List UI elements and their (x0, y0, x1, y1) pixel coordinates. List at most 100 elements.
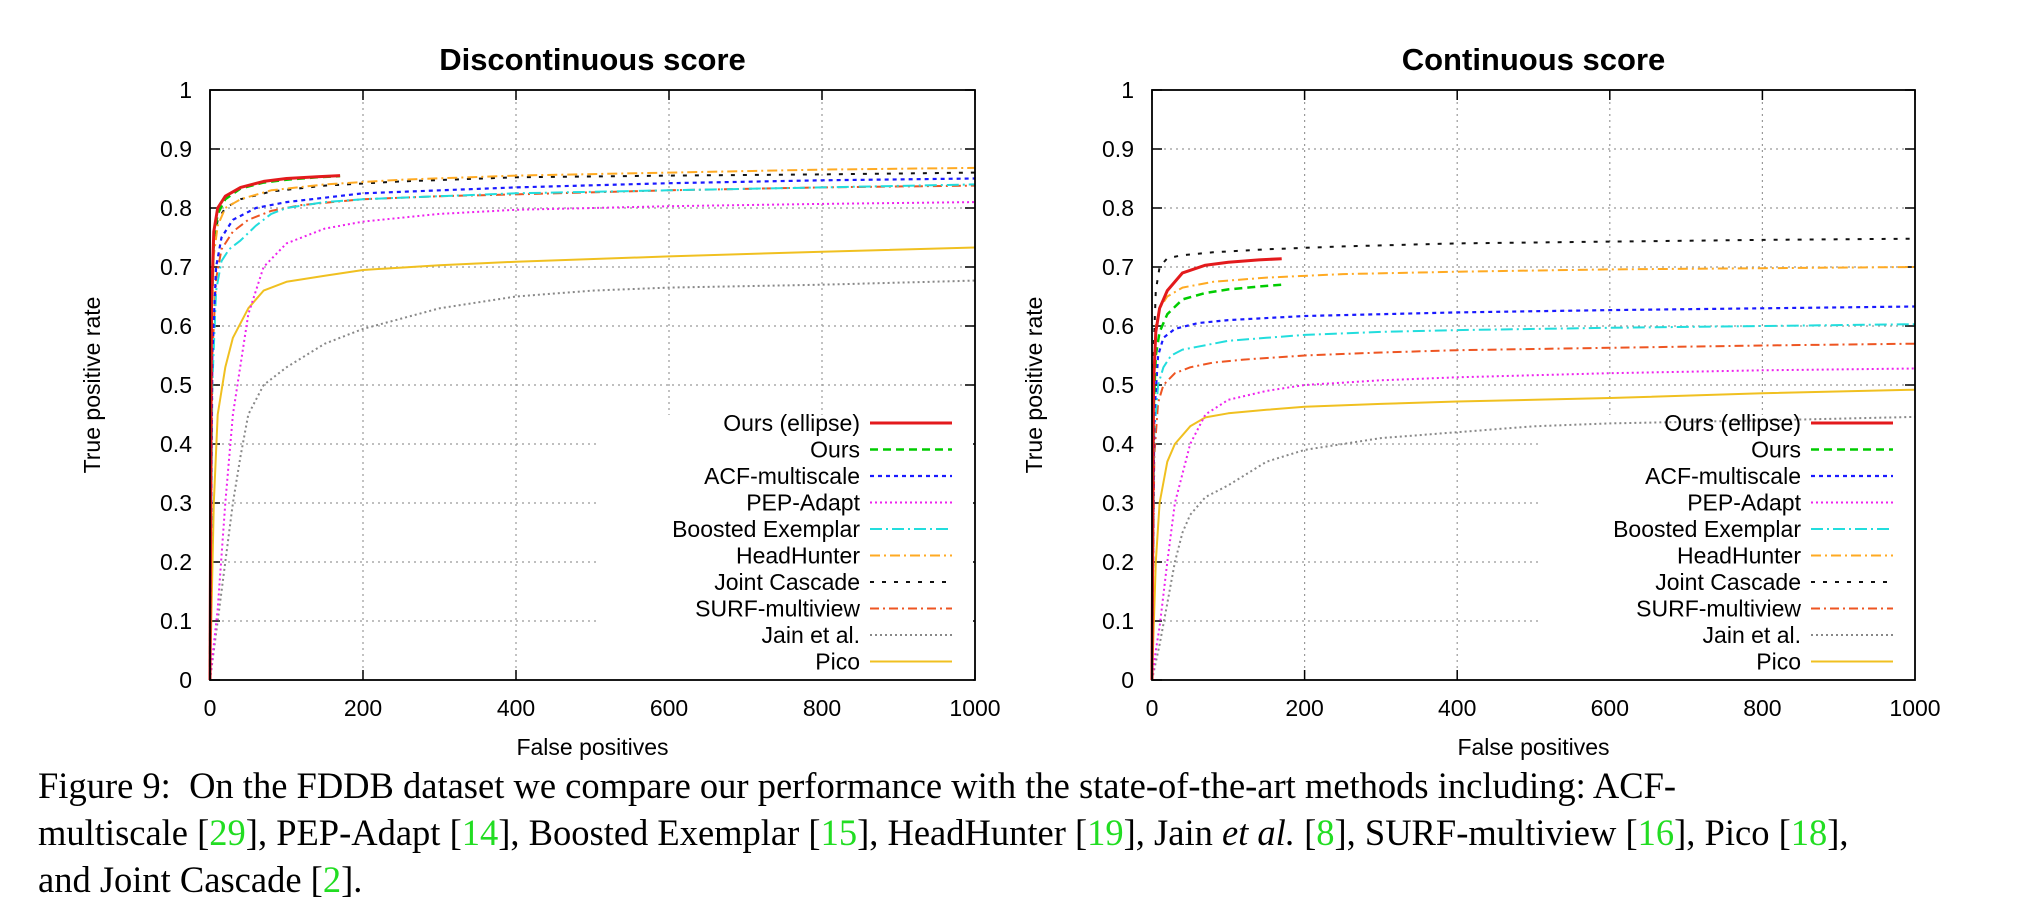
x-tick-label: 0 (204, 695, 217, 721)
y-tick-label: 0.4 (1102, 431, 1134, 457)
y-tick-label: 0.5 (160, 372, 192, 398)
y-tick-label: 0.3 (160, 490, 192, 516)
caption-emphasis: et al. (1221, 812, 1295, 853)
legend-label: PEP-Adapt (746, 490, 860, 516)
series-line (208, 174, 341, 681)
series-line (209, 183, 976, 681)
x-tick-label: 800 (1743, 695, 1781, 721)
legend-label: Joint Cascade (714, 569, 860, 595)
series-line (1151, 367, 1916, 681)
citation-link[interactable]: 16 (1637, 812, 1675, 853)
legend-label: Joint Cascade (1655, 569, 1801, 595)
citation-link[interactable]: 14 (461, 812, 499, 853)
legend-label: Jain et al. (1703, 622, 1801, 648)
series-line (1151, 342, 1916, 681)
legend-label: Ours (810, 437, 860, 463)
series-line (1151, 237, 1916, 681)
legend-label: Pico (815, 649, 860, 675)
chart-panel: 0 200 400 600 800 1000 0 0.1 0.2 0.3 0.4 0.5 0.6 0.7 0… (1021, 42, 2034, 760)
y-tick-label: 1 (179, 77, 192, 103)
legend-label: Boosted Exemplar (672, 516, 860, 542)
legend-label: SURF-multiview (695, 596, 860, 622)
plot-frame (209, 89, 976, 681)
y-tick-label: 0.7 (160, 254, 192, 280)
caption-text: ], PEP-Adapt [ (245, 812, 462, 853)
y-axis-label: True positive rate (1021, 297, 1047, 474)
caption-text: ], HeadHunter [ (857, 812, 1088, 853)
x-tick-label: 400 (1438, 695, 1476, 721)
x-tick-label: 600 (650, 695, 688, 721)
x-tick-label: 1000 (1889, 695, 1940, 721)
y-tick-label: 0.1 (1102, 608, 1134, 634)
y-tick-label: 1 (1121, 77, 1134, 103)
legend-label: Ours (ellipse) (723, 410, 860, 436)
legend-background (600, 415, 973, 688)
plot-frame (1151, 89, 1916, 681)
y-tick-label: 0.4 (160, 431, 192, 457)
legend-label: HeadHunter (1677, 543, 1801, 569)
caption-text: ], Boosted Exemplar [ (498, 812, 821, 853)
legend-label: Boosted Exemplar (1613, 516, 1801, 542)
caption-text: ], Pico [ (1674, 812, 1791, 853)
citation-link[interactable]: 19 (1087, 812, 1124, 853)
caption-text: ], SURF-multiview [ (1334, 812, 1638, 853)
citation-link[interactable]: 8 (1316, 812, 1335, 853)
chart-title: Continuous score (1402, 42, 1666, 77)
figure-caption: Figure 9: On the FDDB dataset we compare… (38, 762, 2018, 903)
citation-link[interactable]: 2 (322, 859, 342, 900)
x-axis-label: False positives (1457, 734, 1609, 760)
x-tick-label: 200 (1285, 695, 1323, 721)
legend-label: SURF-multiview (1636, 596, 1801, 622)
series-line (1150, 283, 1282, 681)
series-line (209, 246, 976, 681)
legend-label: ACF-multiscale (704, 463, 860, 489)
series-line (208, 177, 976, 681)
citation-link[interactable]: 18 (1790, 812, 1828, 853)
caption-text: ]. (341, 859, 363, 900)
series-line (209, 201, 976, 681)
y-tick-label: 0.8 (160, 195, 192, 221)
y-tick-label: 0.2 (160, 549, 192, 575)
x-tick-label: 400 (497, 695, 535, 721)
legend-label: Ours (1751, 437, 1801, 463)
figure-svg: 0 200 400 600 800 1000 0 0.1 0.2 0.3 0.4 0.5 0.6 0.7 0… (79, 42, 2034, 760)
y-tick-label: 0 (179, 667, 192, 693)
series-line (1151, 388, 1916, 681)
legend-label: PEP-Adapt (1687, 490, 1801, 516)
y-tick-label: 0.9 (160, 136, 192, 162)
legend-label: Ours (ellipse) (1664, 410, 1801, 436)
caption-text: ], (1827, 812, 1849, 853)
x-tick-label: 200 (344, 695, 382, 721)
chart-title: Discontinuous score (439, 42, 746, 77)
y-tick-label: 0.6 (1102, 313, 1134, 339)
series-line (1151, 415, 1916, 681)
x-tick-label: 600 (1591, 695, 1629, 721)
x-tick-label: 0 (1146, 695, 1159, 721)
series-line (1150, 257, 1282, 681)
y-tick-label: 0.9 (1102, 136, 1134, 162)
y-tick-label: 0.2 (1102, 549, 1134, 575)
citation-link[interactable]: 29 (209, 812, 246, 853)
legend-label: ACF-multiscale (1645, 463, 1801, 489)
caption-text: ], Jain (1123, 812, 1222, 853)
caption-text: and Joint Cascade [ (38, 859, 323, 900)
caption-label: Figure 9: (38, 765, 171, 806)
y-tick-label: 0.6 (160, 313, 192, 339)
legend-label: Jain et al. (762, 622, 860, 648)
legend-label: Pico (1756, 649, 1801, 675)
y-tick-label: 0.5 (1102, 372, 1134, 398)
caption-text: multiscale [ (38, 812, 210, 853)
x-axis-label: False positives (516, 734, 668, 760)
y-tick-label: 0.8 (1102, 195, 1134, 221)
y-tick-label: 0.7 (1102, 254, 1134, 280)
citation-link[interactable]: 15 (820, 812, 858, 853)
series-line (208, 174, 341, 681)
y-tick-label: 0 (1121, 667, 1134, 693)
legend-background (1540, 415, 2034, 688)
caption-text: [ (1294, 812, 1317, 853)
y-tick-label: 0.1 (160, 608, 192, 634)
y-axis-label: True positive rate (79, 297, 105, 474)
caption-text: On the FDDB dataset we compare our perfo… (189, 765, 1677, 806)
series-line (1150, 305, 1916, 681)
x-tick-label: 800 (803, 695, 841, 721)
